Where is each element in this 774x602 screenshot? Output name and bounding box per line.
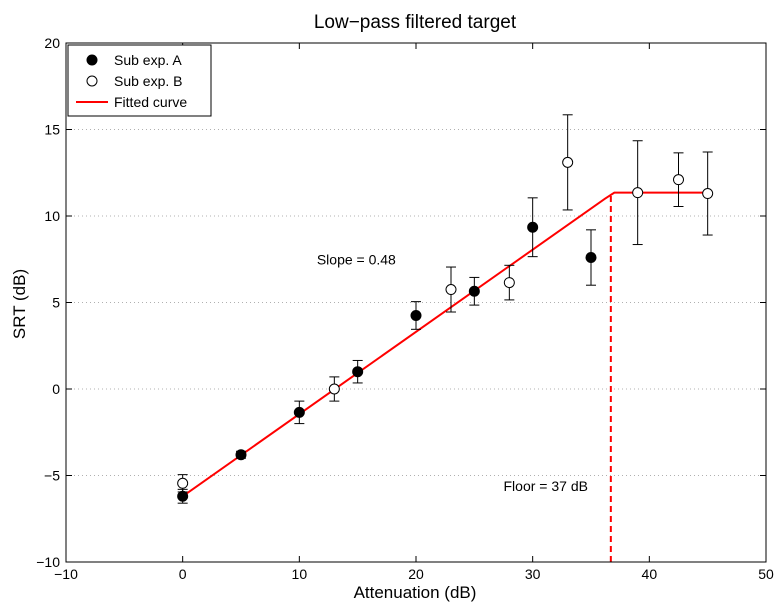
annotation: Floor = 37 dB	[504, 478, 588, 494]
x-tick-label: 20	[408, 566, 424, 582]
point-sub-exp-b	[328, 383, 340, 395]
point-sub-exp-b	[445, 284, 457, 296]
x-tick-label: 30	[525, 566, 541, 582]
legend-swatch-sub-exp-b	[86, 75, 98, 87]
point-sub-exp-a	[527, 221, 539, 233]
x-tick-label: 10	[292, 566, 308, 582]
point-sub-exp-b	[503, 277, 515, 289]
legend-label: Fitted curve	[114, 94, 187, 110]
y-tick-label: 5	[52, 295, 60, 311]
point-sub-exp-a	[585, 252, 597, 264]
y-tick-label: 10	[44, 208, 60, 224]
legend-swatch-sub-exp-a	[86, 54, 98, 66]
point-sub-exp-b	[702, 188, 714, 200]
fitted-curve-line	[182, 191, 708, 498]
y-tick-label: −10	[36, 554, 60, 570]
y-axis-label: SRT (dB)	[10, 269, 29, 339]
point-sub-exp-b	[632, 187, 644, 199]
y-tick-label: −5	[44, 468, 60, 484]
point-sub-exp-a	[293, 406, 305, 418]
y-tick-label: 20	[44, 35, 60, 51]
point-sub-exp-a	[410, 309, 422, 321]
fitted-curve-layer	[182, 191, 708, 562]
x-tick-label: 0	[179, 566, 187, 582]
legend-label: Sub exp. A	[114, 52, 182, 68]
y-tick-label: 15	[44, 122, 60, 138]
point-sub-exp-b	[562, 156, 574, 168]
legend: Sub exp. A Sub exp. B Fitted curve	[67, 44, 212, 117]
x-tick-label: −10	[54, 566, 78, 582]
annotation: Slope = 0.48	[317, 251, 396, 267]
point-sub-exp-b	[673, 174, 684, 186]
axes: −10 0 10 20 30 40 50 −10 −5 0 5 10 15 20	[36, 35, 774, 582]
data-points-layer	[177, 114, 714, 504]
chart-title: Low−pass filtered target	[314, 12, 517, 33]
point-sub-exp-a	[177, 490, 189, 502]
x-tick-label: 50	[758, 566, 774, 582]
x-axis-label: Attenuation (dB)	[354, 583, 477, 602]
annotations: Slope = 0.48 Floor = 37 dB	[317, 251, 588, 494]
point-sub-exp-b	[177, 477, 189, 489]
point-sub-exp-a	[235, 449, 247, 461]
y-tick-label: 0	[52, 381, 60, 397]
legend-label: Sub exp. B	[114, 73, 183, 89]
point-sub-exp-a	[468, 285, 480, 297]
point-sub-exp-a	[352, 366, 364, 378]
x-tick-label: 40	[642, 566, 658, 582]
